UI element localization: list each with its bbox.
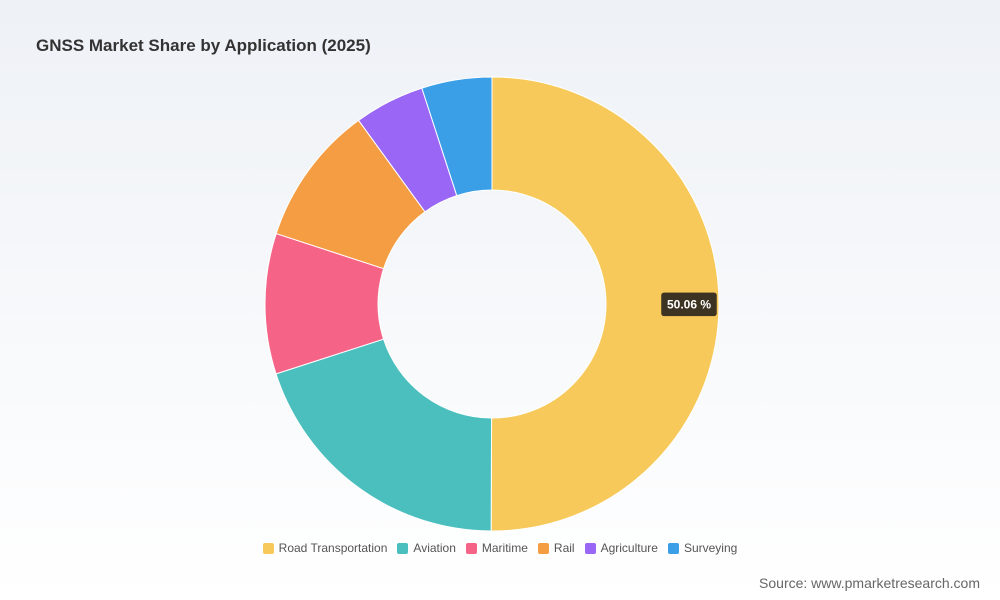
legend-item-aviation[interactable]: Aviation [397,541,456,555]
legend-swatch [397,542,409,554]
legend-item-road-transportation[interactable]: Road Transportation [262,541,388,555]
legend-label: Maritime [481,541,528,555]
legend-item-agriculture[interactable]: Agriculture [584,541,658,555]
slice-road-transportation[interactable] [490,76,720,532]
legend-item-surveying[interactable]: Surveying [667,541,738,555]
legend-swatch [262,542,274,554]
chart-title: GNSS Market Share by Application (2025) [36,36,371,55]
data-label-text: 50.06 % [667,297,711,311]
source-text: Source: www.pmarketresearch.com [759,575,980,591]
legend-label: Surveying [683,541,738,555]
data-label-road-transportation: 50.06 % [660,292,718,317]
legend-label: Rail [553,541,575,555]
legend-item-rail[interactable]: Rail [537,541,575,555]
slice-surveying[interactable] [421,76,493,197]
legend-label: Road Transportation [278,541,388,555]
legend-item-maritime[interactable]: Maritime [465,541,528,555]
legend-swatch [667,542,679,554]
data-label-box [660,292,718,317]
chart-legend: Road Transportation Aviation Maritime Rail A… [0,541,1000,555]
legend-swatch [465,542,477,554]
legend-label: Agriculture [600,541,658,555]
legend-label: Aviation [413,541,456,555]
legend-swatch [584,542,596,554]
slice-aviation[interactable] [275,338,493,532]
legend-swatch [537,542,549,554]
